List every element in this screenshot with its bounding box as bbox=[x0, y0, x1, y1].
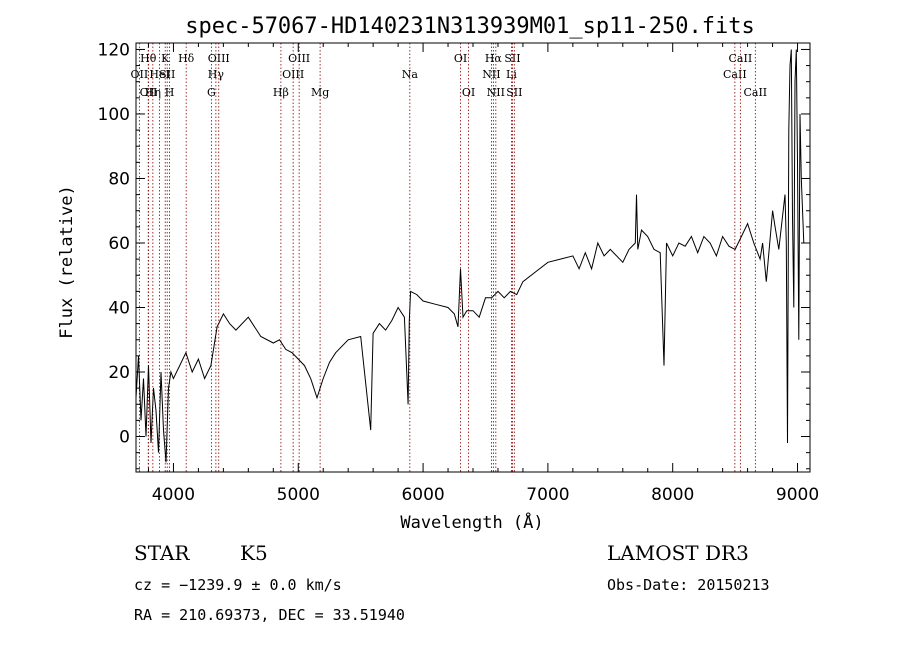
y-tick-label: 40 bbox=[108, 298, 130, 318]
plot-frame bbox=[135, 42, 811, 473]
x-tick-label: 8000 bbox=[651, 485, 694, 505]
line-marker-label: SII bbox=[506, 86, 522, 99]
line-marker-label: OI bbox=[462, 86, 475, 99]
redshift-readout: cz = −1239.9 ± 0.0 km/s bbox=[134, 576, 342, 594]
line-marker-label: Li bbox=[506, 68, 517, 81]
line-marker-label: HeI bbox=[149, 68, 169, 81]
axis-layer: 4000 5000 6000 7000 8000 9000 0 20 40 60 80 100 120 bbox=[98, 40, 820, 505]
line-marker-label: OIII bbox=[288, 52, 310, 65]
object-class: STAR bbox=[134, 541, 190, 565]
y-axis-label: Flux (relative) bbox=[57, 185, 77, 339]
line-marker-label: NII bbox=[482, 68, 500, 81]
y-tick-label: 120 bbox=[98, 40, 130, 60]
x-tick-label: 4000 bbox=[152, 485, 195, 505]
x-axis-label: Wavelength (Å) bbox=[400, 511, 543, 533]
y-tick-label: 100 bbox=[98, 105, 130, 125]
line-marker-label: SII bbox=[159, 68, 175, 81]
spectrum-layer bbox=[135, 49, 805, 463]
x-tick-label: 7000 bbox=[526, 485, 569, 505]
line-marker-label: K bbox=[161, 52, 170, 65]
x-tick-label: 9000 bbox=[776, 485, 819, 505]
line-marker-label: H bbox=[165, 86, 175, 99]
x-tick-label: 5000 bbox=[277, 485, 320, 505]
line-marker-label: OIII bbox=[282, 68, 304, 81]
y-tick-label: 20 bbox=[108, 363, 130, 383]
line-marker-label: CaII bbox=[729, 52, 753, 65]
line-marker-label: CaII bbox=[723, 68, 747, 81]
obs-date: Obs-Date: 20150213 bbox=[607, 576, 770, 594]
line-marker-label: SII bbox=[504, 52, 520, 65]
y-tick-label: 60 bbox=[108, 234, 130, 254]
line-marker-label: CaII bbox=[743, 86, 767, 99]
line-marker-layer: OIIHθOIIHηHeIKSIIHHδGHγOIIIHβOIIIOIIIMgN… bbox=[131, 43, 767, 472]
spectral-subclass: K5 bbox=[240, 541, 268, 565]
line-marker-label: G bbox=[207, 86, 216, 99]
line-marker-label: Hη bbox=[145, 86, 161, 99]
y-tick-label: 80 bbox=[108, 169, 130, 189]
spectrum-series-line bbox=[135, 49, 805, 463]
y-tick-label: 0 bbox=[119, 428, 130, 448]
line-marker-label: NII bbox=[487, 86, 505, 99]
x-tick-label: 6000 bbox=[401, 485, 444, 505]
line-marker-label: OI bbox=[454, 52, 467, 65]
line-marker-label: Hβ bbox=[273, 86, 289, 99]
chart-title: spec-57067-HD140231N313939M01_sp11-250.f… bbox=[185, 14, 755, 39]
survey-label: LAMOST DR3 bbox=[607, 541, 749, 565]
line-marker-label: Hγ bbox=[208, 68, 225, 81]
line-marker-label: Hδ bbox=[178, 52, 195, 65]
line-marker-label: OIII bbox=[208, 52, 230, 65]
line-marker-label: OII bbox=[131, 68, 149, 81]
line-marker-label: Na bbox=[402, 68, 419, 81]
line-marker-label: Mg bbox=[311, 86, 329, 99]
line-marker-label: Hα bbox=[485, 52, 503, 65]
coordinates: RA = 210.69373, DEC = 33.51940 bbox=[134, 606, 405, 624]
